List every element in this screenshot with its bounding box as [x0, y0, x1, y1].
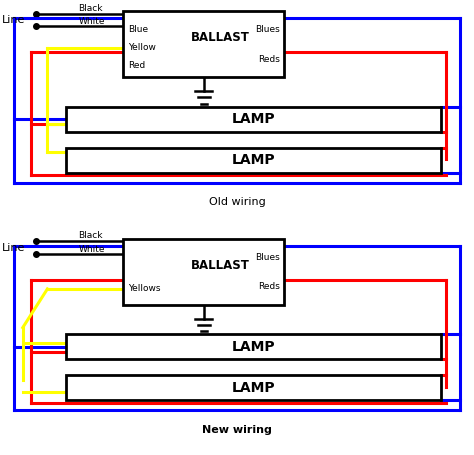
Bar [66, 375, 441, 400]
Bar [66, 148, 441, 173]
Text: Blues: Blues [255, 25, 280, 34]
Text: New wiring: New wiring [202, 425, 272, 435]
Text: White: White [78, 17, 105, 26]
Text: Black: Black [78, 4, 103, 13]
Text: Line: Line [2, 243, 26, 253]
Text: Old wiring: Old wiring [209, 197, 265, 207]
Text: Yellow: Yellow [128, 43, 156, 52]
Text: White: White [78, 245, 105, 254]
Text: Reds: Reds [258, 55, 280, 64]
Text: Blue: Blue [128, 25, 148, 34]
Text: BALLAST: BALLAST [191, 258, 250, 272]
Text: LAMP: LAMP [232, 112, 275, 126]
Text: LAMP: LAMP [232, 153, 275, 167]
Bar [123, 239, 284, 305]
Text: LAMP: LAMP [232, 340, 275, 354]
Text: Black: Black [78, 231, 103, 240]
Text: BALLAST: BALLAST [191, 31, 250, 44]
Bar [66, 107, 441, 132]
Text: Yellows: Yellows [128, 284, 161, 293]
Text: LAMP: LAMP [232, 381, 275, 395]
Bar [66, 334, 441, 359]
Text: Blues: Blues [255, 253, 280, 262]
Text: Red: Red [128, 61, 145, 71]
Bar [123, 11, 284, 77]
Text: Line: Line [2, 15, 26, 25]
Text: Reds: Reds [258, 282, 280, 291]
